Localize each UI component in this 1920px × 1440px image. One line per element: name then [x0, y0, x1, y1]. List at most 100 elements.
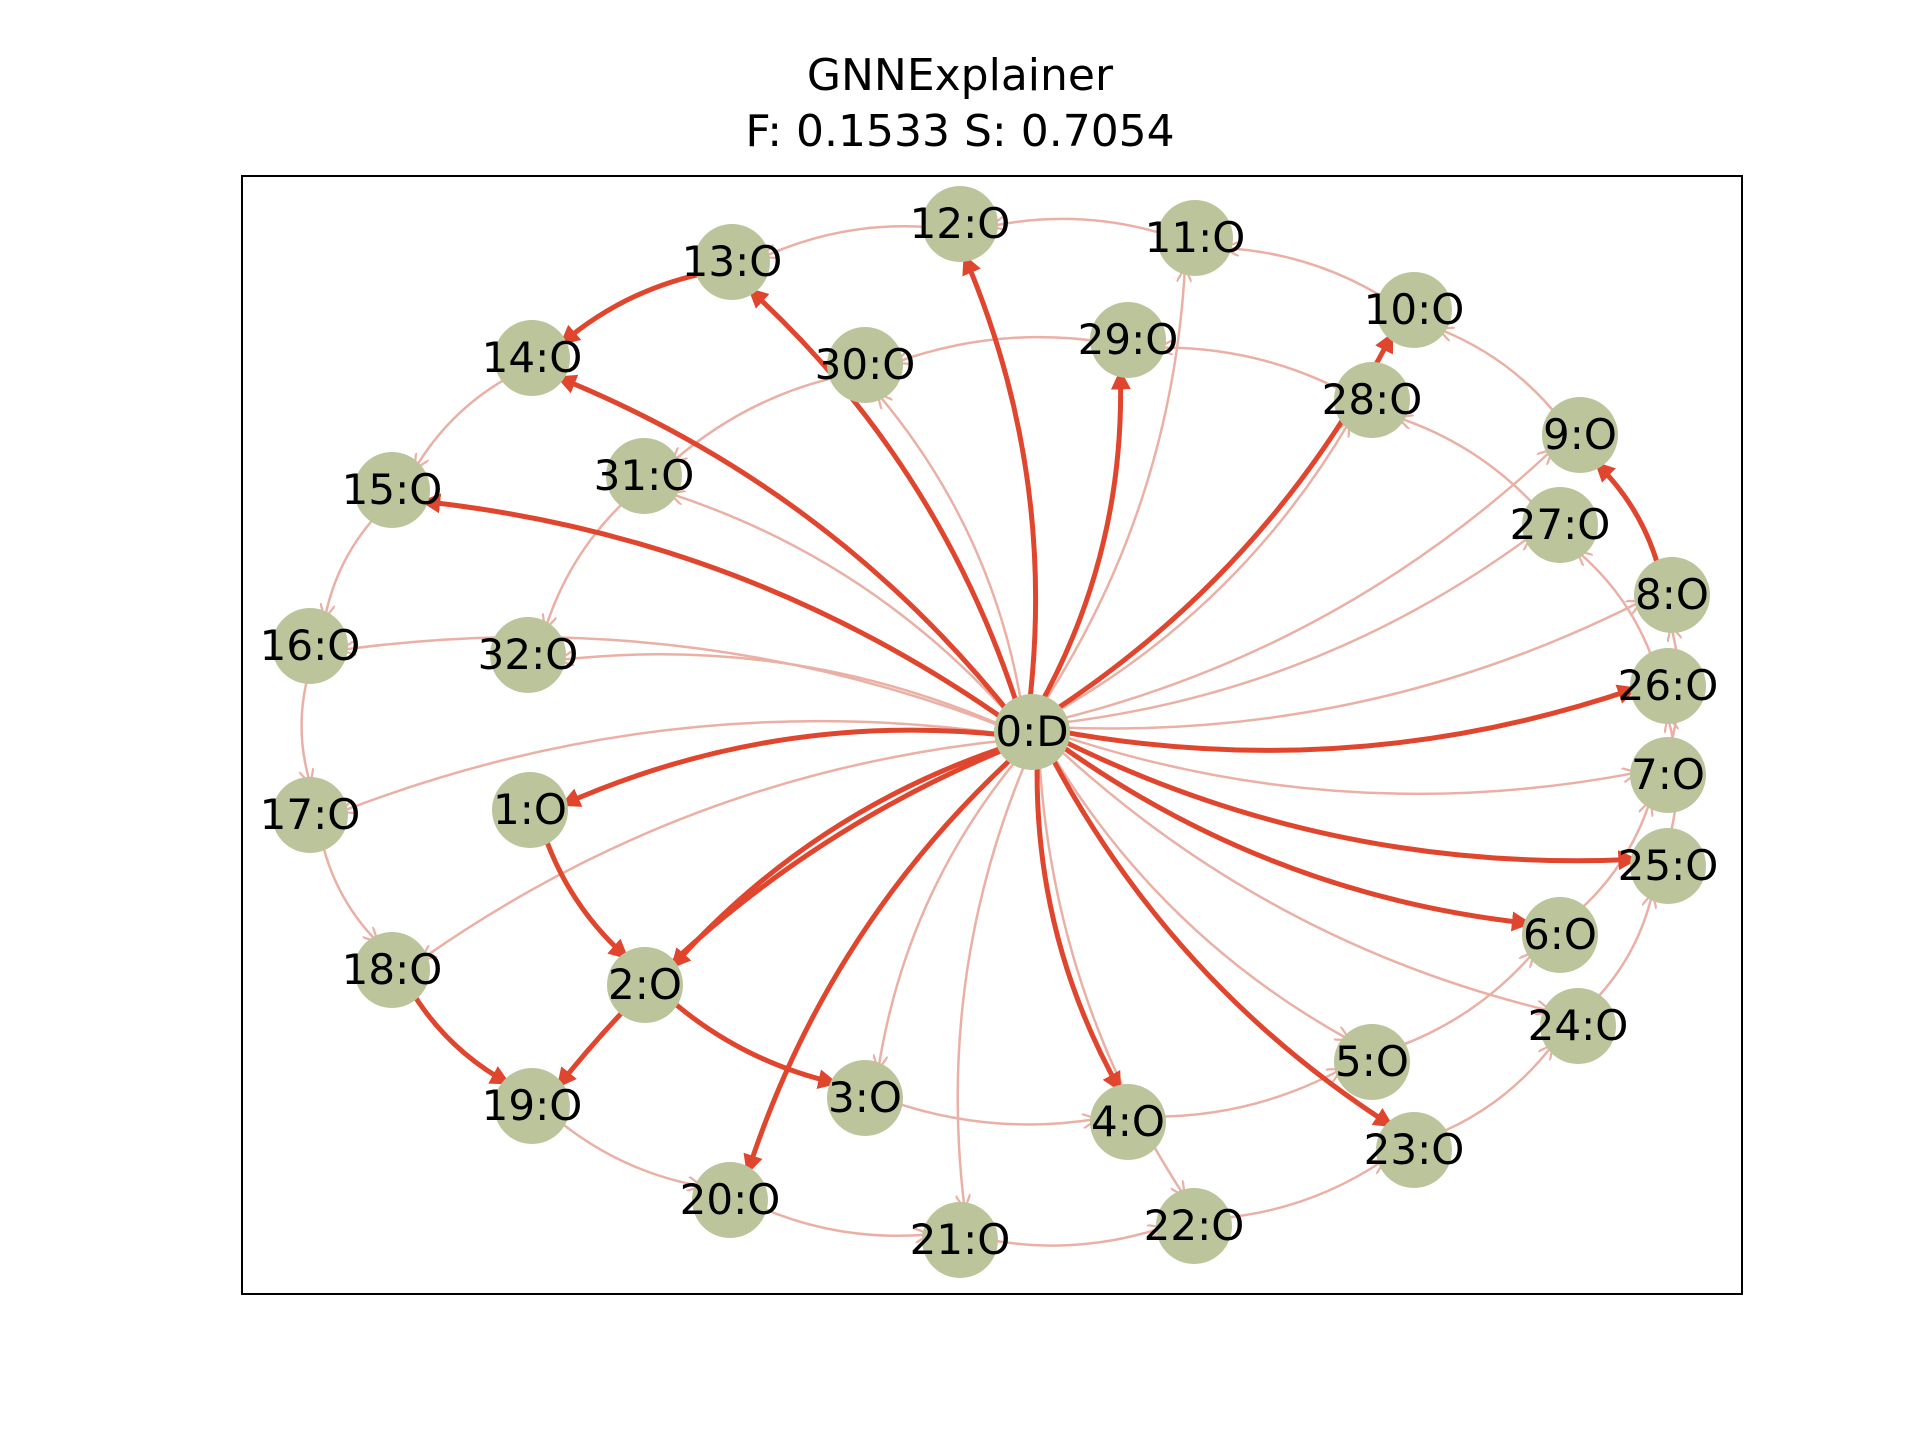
- edge-0-8: [1054, 602, 1640, 730]
- node-13[interactable]: 13:O: [682, 224, 783, 300]
- edge-0-20: [743, 749, 1022, 1175]
- node-28[interactable]: 28:O: [1322, 362, 1423, 438]
- node-circle-32: [490, 617, 566, 693]
- edge-0-19: [555, 743, 1015, 1089]
- node-6[interactable]: 6:O: [1522, 897, 1598, 973]
- node-circle-0: [994, 694, 1070, 770]
- node-label-13: 13:O: [682, 237, 783, 286]
- edges-faint-layer: [302, 219, 1679, 1247]
- node-label-16: 16:O: [260, 621, 361, 670]
- edge-11-12: [992, 219, 1173, 238]
- node-23[interactable]: 23:O: [1364, 1112, 1465, 1188]
- node-circle-10: [1376, 272, 1452, 348]
- edge-0-25: [1053, 734, 1639, 871]
- node-circle-7: [1630, 737, 1706, 813]
- node-circle-27: [1522, 487, 1598, 563]
- node-31[interactable]: 31:O: [594, 438, 695, 514]
- node-circle-8: [1634, 557, 1710, 633]
- node-circle-13: [694, 224, 770, 300]
- node-10[interactable]: 10:O: [1364, 272, 1465, 348]
- node-16[interactable]: 16:O: [260, 608, 361, 684]
- node-30[interactable]: 30:O: [815, 327, 916, 403]
- node-2[interactable]: 2:O: [607, 947, 683, 1023]
- node-circle-19: [494, 1068, 570, 1144]
- node-24[interactable]: 24:O: [1528, 988, 1629, 1064]
- edge-0-1: [560, 727, 1010, 808]
- node-circle-25: [1630, 828, 1706, 904]
- node-circle-26: [1630, 648, 1706, 724]
- node-9[interactable]: 9:O: [1542, 397, 1618, 473]
- edge-31-32: [546, 494, 633, 628]
- node-label-3: 3:O: [828, 1073, 902, 1122]
- edge-16-17: [302, 668, 310, 783]
- node-5[interactable]: 5:O: [1334, 1024, 1410, 1100]
- node-circle-30: [827, 327, 903, 403]
- node-circle-21: [922, 1202, 998, 1278]
- nodes-layer: 0:D 1:O 2:O 3:O 4:O 5:O 6:O 7:O 8:O 9:O 10:O 11:O 12…: [260, 186, 1719, 1278]
- node-1[interactable]: 1:O: [492, 772, 568, 848]
- node-label-10: 10:O: [1364, 285, 1465, 334]
- node-26[interactable]: 26:O: [1618, 648, 1719, 724]
- node-circle-17: [272, 777, 348, 853]
- node-label-9: 9:O: [1543, 410, 1617, 459]
- plot-frame: [241, 175, 1743, 1295]
- edge-0-27: [1053, 537, 1530, 725]
- edge-0-15: [420, 493, 1013, 726]
- edge-0-29: [1035, 369, 1131, 712]
- node-12[interactable]: 12:O: [910, 186, 1011, 262]
- node-circle-4: [1090, 1084, 1166, 1160]
- edge-15-16: [325, 509, 383, 617]
- node-25[interactable]: 25:O: [1618, 828, 1719, 904]
- node-label-25: 25:O: [1618, 841, 1719, 890]
- node-label-15: 15:O: [342, 465, 443, 514]
- node-32[interactable]: 32:O: [478, 617, 579, 693]
- node-7[interactable]: 7:O: [1630, 737, 1706, 813]
- edge-26-27: [1578, 552, 1657, 668]
- node-circle-3: [827, 1060, 903, 1136]
- edge-0-30: [878, 394, 1024, 712]
- node-label-22: 22:O: [1144, 1201, 1245, 1250]
- node-label-14: 14:O: [482, 333, 583, 382]
- edge-14-15: [416, 372, 516, 468]
- edge-0-4: [1034, 754, 1123, 1093]
- node-label-4: 4:O: [1091, 1097, 1165, 1146]
- node-label-8: 8:O: [1635, 570, 1709, 619]
- node-circle-2: [607, 947, 683, 1023]
- edge-18-19: [406, 984, 511, 1086]
- node-label-0: 0:D: [995, 707, 1068, 756]
- node-21[interactable]: 21:O: [910, 1202, 1011, 1278]
- node-label-6: 6:O: [1523, 910, 1597, 959]
- node-20[interactable]: 20:O: [680, 1162, 781, 1238]
- node-4[interactable]: 4:O: [1090, 1084, 1166, 1160]
- node-0[interactable]: 0:D: [994, 694, 1070, 770]
- edge-0-14: [556, 374, 1016, 720]
- node-29[interactable]: 29:O: [1078, 302, 1179, 378]
- edge-2-3: [663, 993, 839, 1089]
- node-22[interactable]: 22:O: [1144, 1188, 1245, 1264]
- node-circle-24: [1540, 988, 1616, 1064]
- node-circle-6: [1522, 897, 1598, 973]
- edge-0-12: [962, 254, 1039, 710]
- node-circle-12: [922, 186, 998, 262]
- node-18[interactable]: 18:O: [342, 932, 443, 1008]
- node-14[interactable]: 14:O: [482, 320, 583, 396]
- node-circle-31: [606, 438, 682, 514]
- node-15[interactable]: 15:O: [342, 452, 443, 528]
- node-17[interactable]: 17:O: [260, 777, 361, 853]
- node-11[interactable]: 11:O: [1145, 200, 1246, 276]
- edge-0-32: [560, 654, 1011, 730]
- node-label-5: 5:O: [1335, 1037, 1409, 1086]
- node-27[interactable]: 27:O: [1510, 487, 1611, 563]
- node-label-20: 20:O: [680, 1175, 781, 1224]
- chart-subtitle: F: 0.1533 S: 0.7054: [745, 106, 1175, 157]
- node-8[interactable]: 8:O: [1634, 557, 1710, 633]
- edge-29-30: [897, 335, 1106, 362]
- edge-0-7: [1054, 732, 1636, 796]
- node-circle-5: [1334, 1024, 1410, 1100]
- node-3[interactable]: 3:O: [827, 1060, 903, 1136]
- edge-3-4: [887, 1098, 1096, 1124]
- node-19[interactable]: 19:O: [482, 1068, 583, 1144]
- node-label-18: 18:O: [342, 945, 443, 994]
- edge-0-23: [1045, 747, 1394, 1129]
- edge-0-9: [1051, 450, 1552, 723]
